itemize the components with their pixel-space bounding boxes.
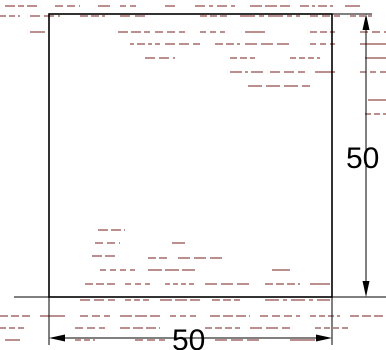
hatch-marks: [0, 5, 386, 341]
square-outline: [48, 13, 333, 298]
horizontal-dimension: [49, 334, 332, 342]
horizontal-dimension-label: 50: [172, 324, 205, 350]
vertical-dimension: [362, 14, 370, 297]
vertical-dimension-label: 50: [346, 142, 379, 175]
